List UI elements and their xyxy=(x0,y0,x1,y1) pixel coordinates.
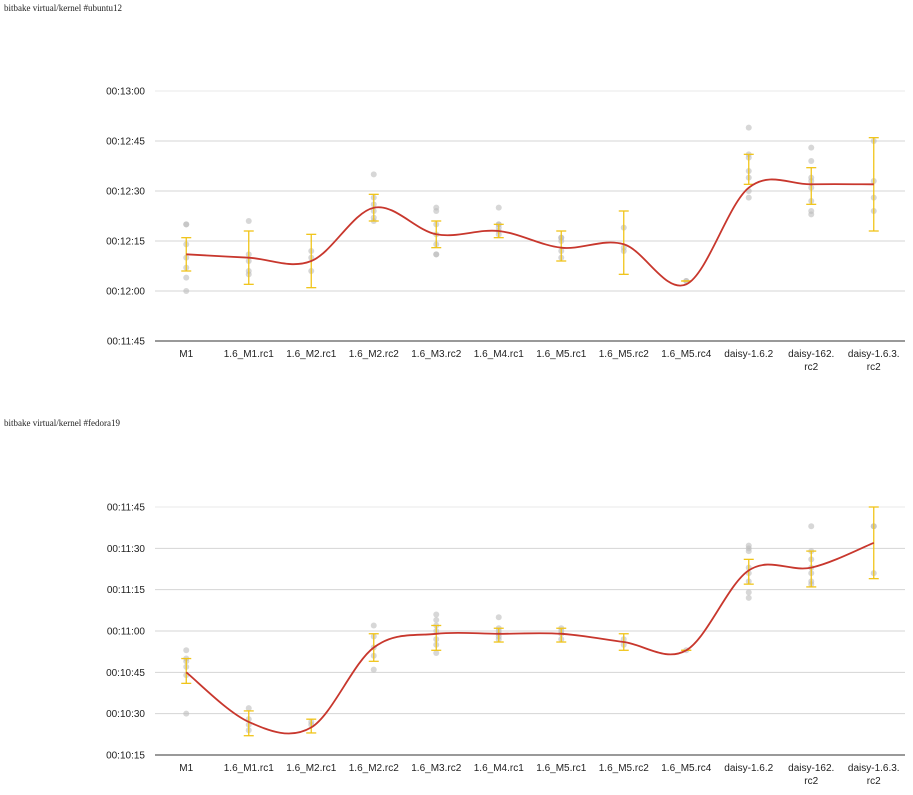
x-tick-label: 1.6_M5.rc4 xyxy=(661,763,711,774)
data-point xyxy=(433,611,440,618)
data-point xyxy=(370,171,377,178)
x-tick-label: daisy-1.6.2 xyxy=(724,349,773,360)
error-bar xyxy=(806,550,817,588)
x-tick-label: daisy-1.6.3. rc2 xyxy=(848,349,900,373)
build-time-chart-fedora19: 00:10:15 00:10:30 00:10:45 00:11:00 00:11:15… xyxy=(106,503,905,787)
mean-line xyxy=(186,178,874,287)
data-point xyxy=(183,221,190,228)
y-tick-label: 00:11:30 xyxy=(107,544,146,555)
y-tick-label: 00:12:30 xyxy=(106,187,145,198)
x-tick-label: daisy-1.6.3. rc2 xyxy=(848,763,900,787)
y-tick-label: 00:11:00 xyxy=(107,627,146,638)
data-point xyxy=(370,622,377,629)
x-tick-label: daisy-162. rc2 xyxy=(788,763,834,787)
x-tick-label: 1.6_M5.rc1 xyxy=(536,763,586,774)
x-tick-label: 1.6_M5.rc2 xyxy=(599,763,649,774)
x-tick-label: 1.6_M2.rc1 xyxy=(286,349,336,360)
data-point xyxy=(745,589,752,596)
data-point xyxy=(183,710,190,717)
error-bar xyxy=(493,627,504,643)
data-point xyxy=(433,204,440,211)
data-point xyxy=(183,274,190,281)
data-point xyxy=(745,194,752,201)
error-bar xyxy=(181,657,192,685)
x-tick-label: 1.6_M2.rc2 xyxy=(349,349,399,360)
data-point xyxy=(433,251,440,258)
y-tick-label: 00:10:45 xyxy=(106,668,145,679)
x-tick-label: M1 xyxy=(179,763,193,774)
error-bar xyxy=(743,153,754,185)
x-tick-label: 1.6_M5.rc1 xyxy=(536,349,586,360)
build-time-chart-ubuntu12: 00:11:45 00:12:00 00:12:15 00:12:30 00:12:45… xyxy=(106,87,905,373)
data-point xyxy=(245,218,252,224)
data-point xyxy=(495,614,502,621)
x-tick-label: 1.6_M3.rc2 xyxy=(411,763,461,774)
data-point xyxy=(745,594,752,601)
error-bar xyxy=(556,627,567,643)
x-tick-label: 1.6_M4.rc1 xyxy=(474,763,524,774)
data-point xyxy=(745,124,752,131)
y-tick-label: 00:12:15 xyxy=(106,237,145,248)
mean-line xyxy=(185,541,875,735)
x-tick-label: daisy-1.6.2 xyxy=(724,763,773,774)
data-point xyxy=(808,158,815,164)
y-tick-label: 00:12:00 xyxy=(106,287,145,298)
data-point xyxy=(808,144,815,151)
error-bar xyxy=(556,230,567,262)
x-tick-label: 1.6_M3.rc2 xyxy=(411,349,461,360)
x-tick-label: 1.6_M5.rc4 xyxy=(661,349,711,360)
y-tick-label: 00:11:45 xyxy=(107,337,146,348)
x-tick-label: 1.6_M1.rc1 xyxy=(224,763,274,774)
data-point xyxy=(370,666,377,673)
x-tick-label: 1.6_M2.rc1 xyxy=(286,763,336,774)
x-tick-label: 1.6_M2.rc2 xyxy=(349,763,399,774)
y-tick-label: 00:12:45 xyxy=(106,137,145,148)
data-point xyxy=(808,523,815,530)
error-bar xyxy=(806,167,817,205)
chart-title-ubuntu12: bitbake virtual/kernel #ubuntu12 xyxy=(4,3,122,13)
x-tick-label: 1.6_M5.rc2 xyxy=(599,349,649,360)
data-point xyxy=(183,288,190,294)
error-bar xyxy=(243,710,254,737)
data-point xyxy=(245,705,252,712)
x-tick-label: 1.6_M1.rc1 xyxy=(224,349,274,360)
y-tick-label: 00:10:30 xyxy=(106,709,145,720)
x-tick-label: daisy-162. rc2 xyxy=(788,349,834,373)
y-tick-label: 00:10:15 xyxy=(106,751,145,762)
error-bar xyxy=(743,558,754,585)
data-point xyxy=(433,616,440,623)
data-point xyxy=(433,650,440,657)
y-tick-label: 00:11:15 xyxy=(107,585,146,596)
error-bar xyxy=(431,624,442,651)
error-bar xyxy=(618,210,629,275)
data-point xyxy=(495,204,502,211)
data-point xyxy=(745,542,752,549)
y-tick-label: 00:11:45 xyxy=(107,503,146,514)
y-tick-label: 00:13:00 xyxy=(106,87,145,98)
data-point xyxy=(808,208,815,214)
error-bar xyxy=(306,718,317,734)
x-tick-label: 1.6_M4.rc1 xyxy=(474,349,524,360)
data-point xyxy=(183,647,190,654)
chart-title-fedora19: bitbake virtual/kernel #fedora19 xyxy=(4,418,120,428)
x-tick-label: M1 xyxy=(179,349,193,360)
